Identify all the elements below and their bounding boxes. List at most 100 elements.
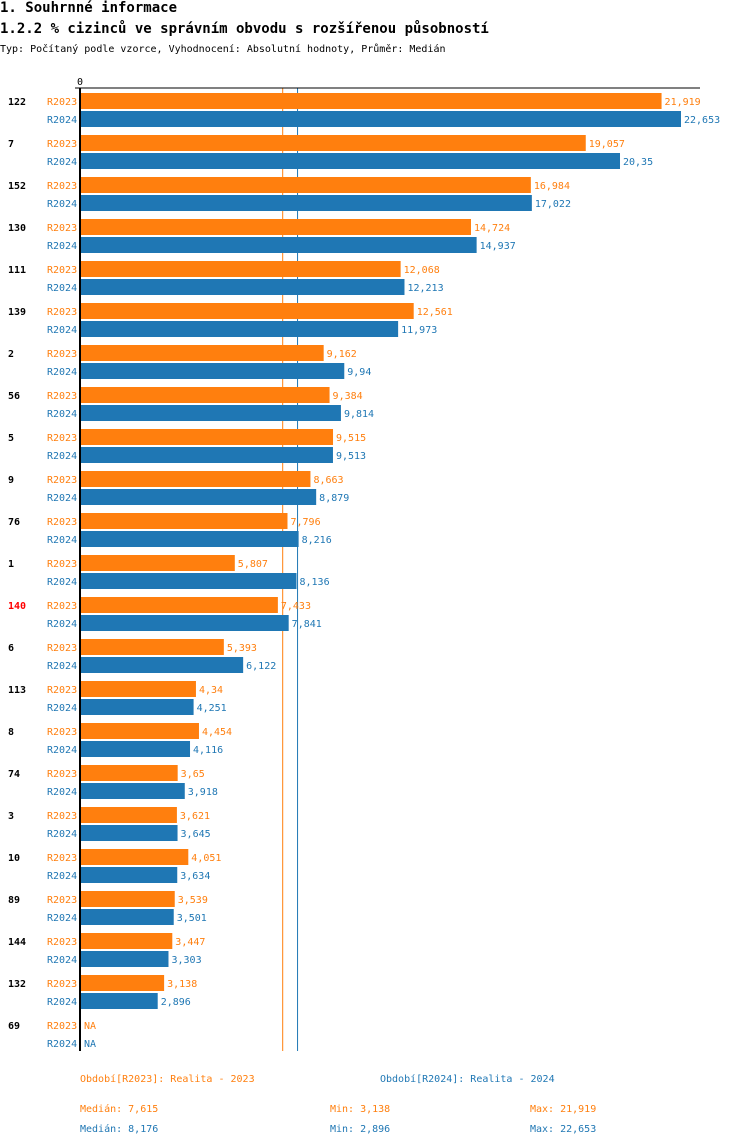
category-label: 3 [8,811,14,822]
bar-r2024 [81,909,174,925]
value-label: 3,645 [181,829,211,840]
value-label: 8,136 [299,577,329,588]
value-label: 22,653 [684,115,720,126]
series-label: R2024 [47,871,77,882]
series-label: R2023 [47,685,77,696]
value-label: 11,973 [401,325,437,336]
value-label: 4,454 [202,727,232,738]
bar-r2023 [81,681,196,697]
bar-r2024 [81,279,405,295]
category-label: 2 [8,349,14,360]
series-label: R2023 [47,391,77,402]
category-label: 1 [8,559,14,570]
category-label: 111 [8,265,26,276]
value-label: 19,057 [589,139,625,150]
value-label: 7,433 [281,601,311,612]
bar-r2023 [81,135,586,151]
bar-r2024 [81,951,169,967]
value-label: NA [84,1021,96,1032]
category-label: 152 [8,181,26,192]
value-label: 4,34 [199,685,223,696]
category-label: 139 [8,307,26,318]
chart-title: 1.2.2 % cizinců ve správním obvodu s roz… [0,21,489,37]
category-label: 130 [8,223,26,234]
series-label: R2024 [47,955,77,966]
category-label: 74 [8,769,20,780]
value-label: 21,919 [665,97,701,108]
value-label: 8,879 [319,493,349,504]
bar-r2023 [81,303,414,319]
bar-r2024 [81,867,178,883]
series-label: R2024 [47,619,77,630]
bar-r2023 [81,597,278,613]
value-label: 3,634 [180,871,210,882]
series-label: R2024 [47,535,77,546]
bar-r2023 [81,429,334,445]
value-label: 8,216 [302,535,332,546]
median-r2023: Medián: 7,615 [80,1104,159,1115]
bar-r2023 [81,219,471,235]
category-label: 10 [8,853,20,864]
series-label: R2024 [47,283,77,294]
category-label: 8 [8,727,14,738]
legend-r2023: Období[R2023]: Realita - 2023 [80,1074,255,1085]
value-label: 2,896 [161,997,191,1008]
value-label: 9,513 [336,451,366,462]
series-label: R2024 [47,997,77,1008]
series-label: R2024 [47,325,77,336]
bar-r2024 [81,237,477,253]
series-label: R2023 [47,727,77,738]
series-label: R2023 [47,97,77,108]
series-label: R2023 [47,349,77,360]
zero-tick-label: 0 [77,77,83,88]
bar-r2024 [81,111,681,127]
category-label: 76 [8,517,20,528]
max-r2024: Max: 22,653 [530,1124,597,1135]
series-label: R2024 [47,913,77,924]
value-label: 14,724 [474,223,510,234]
bar-r2024 [81,321,399,337]
bar-r2024 [81,657,244,673]
bar-r2023 [81,93,662,109]
bar-r2024 [81,153,621,169]
category-label: 132 [8,979,26,990]
bar-chart: 0 122 R2023 21,919 R2024 22,653 7 R2023 19,057 R2… [8,77,720,1051]
legend-r2024: Období[R2024]: Realita - 2024 [380,1074,555,1085]
bar-r2023 [81,723,199,739]
category-label: 6 [8,643,14,654]
value-label: 12,068 [404,265,440,276]
value-label: NA [84,1039,96,1050]
series-label: R2023 [47,895,77,906]
series-label: R2023 [47,433,77,444]
series-label: R2024 [47,577,77,588]
series-label: R2024 [47,115,77,126]
value-label: 3,918 [188,787,218,798]
series-label: R2024 [47,493,77,504]
section-heading: 1. Souhrnné informace [0,0,178,16]
bar-r2024 [81,783,185,799]
value-label: 3,447 [175,937,205,948]
bar-r2023 [81,807,177,823]
category-label: 113 [8,685,26,696]
value-label: 9,814 [344,409,374,420]
category-label: 9 [8,475,14,486]
series-label: R2023 [47,853,77,864]
bar-r2024 [81,531,299,547]
median-r2024: Medián: 8,176 [80,1124,159,1135]
value-label: 14,937 [480,241,516,252]
value-label: 3,621 [180,811,210,822]
series-label: R2023 [47,517,77,528]
value-label: 4,251 [197,703,227,714]
bar-r2024 [81,489,317,505]
category-label: 122 [8,97,26,108]
bar-r2023 [81,513,288,529]
bar-r2024 [81,363,345,379]
series-label: R2023 [47,307,77,318]
min-r2024: Min: 2,896 [330,1124,391,1135]
value-label: 9,384 [333,391,363,402]
chart-subtitle: Typ: Počítaný podle vzorce, Vyhodnocení:… [0,44,446,55]
category-label: 5 [8,433,14,444]
bar-r2023 [81,975,165,991]
bar-r2024 [81,993,158,1009]
value-label: 4,116 [193,745,223,756]
